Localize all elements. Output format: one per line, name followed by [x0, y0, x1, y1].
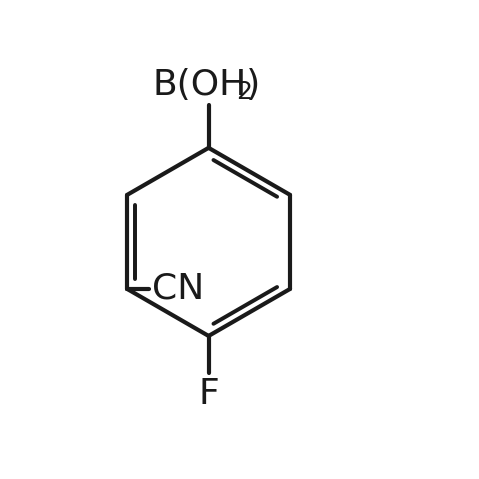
Text: CN: CN [152, 272, 205, 306]
Text: B(OH): B(OH) [153, 68, 261, 103]
Text: F: F [198, 377, 219, 411]
Text: 2: 2 [236, 80, 252, 104]
